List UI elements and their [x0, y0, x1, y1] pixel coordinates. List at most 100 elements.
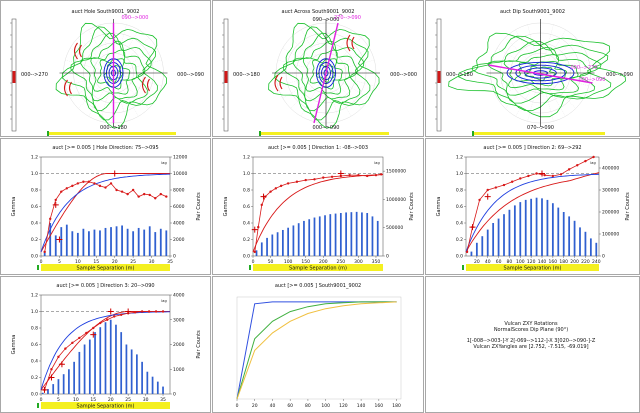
map-label-right: 000-->000: [390, 72, 417, 78]
map-label-direction: 000-->090: [579, 77, 606, 83]
structure-cross: [56, 236, 63, 243]
map-label-top: 090-->000: [313, 17, 340, 23]
plot-svg: auct Hole South9001_9002 000-->270 000-->0…: [10, 9, 204, 136]
x-tick-label: 80: [305, 403, 311, 409]
x-tick-label: 100: [516, 259, 525, 265]
variogram-panel-direction2: auct [>= 0.005 ] Direction 2: 69-->292 0.…: [425, 138, 640, 275]
y-tick-label: 0.0: [31, 254, 38, 260]
plot-svg: auct [>= 0.005 ] Direction 2: 69-->292 0.…: [436, 145, 631, 272]
experimental-point: [527, 174, 530, 178]
pair-count-bar: [313, 217, 316, 256]
y2-tick-label: 400000: [602, 166, 619, 172]
pair-count-bar: [486, 229, 489, 256]
map-panel-dip: auct Dip South9001_9002 000-->180 000-->09…: [425, 0, 640, 137]
pair-count-bar: [508, 209, 511, 256]
experimental-point: [253, 250, 256, 254]
y-axis-label: Gamma: [11, 197, 17, 217]
y2-corner-label: lag: [161, 161, 166, 165]
note-line: Vulcan ZXYangles are [2.752, -7.515, -69…: [473, 344, 589, 350]
experimental-point: [274, 187, 278, 190]
experimental-point: [295, 180, 299, 183]
plot-svg: auct [>= 0.005 ] South9001_9002 0 20 40 60 80…: [236, 283, 402, 409]
xlabel-marker: [37, 265, 39, 270]
y-axis-label: Gamma: [11, 335, 17, 355]
y-tick-label: 0.8: [31, 326, 38, 332]
distance-bar-marker: [47, 131, 49, 136]
experimental-point: [269, 190, 272, 193]
x-tick-label: 35: [167, 259, 173, 265]
experimental-point: [65, 187, 69, 190]
experimental-point: [154, 197, 157, 200]
pair-count-bar: [78, 351, 81, 394]
polar-spoke: [78, 37, 149, 109]
xlabel-marker: [249, 265, 251, 270]
experimental-point: [64, 347, 67, 350]
experimental-point: [82, 180, 85, 183]
chart-title: auct [>= 0.005 ] Hole Direction: 75-->09…: [52, 145, 158, 151]
contour-red: [141, 76, 150, 94]
pair-count-bar: [524, 199, 527, 256]
model-curve: [465, 173, 600, 253]
experimental-point: [99, 321, 102, 325]
pair-count-bar: [546, 199, 549, 256]
pair-count-bar: [73, 361, 75, 394]
pair-count-bar: [297, 223, 300, 256]
pair-count-bar: [530, 198, 533, 256]
map-label-left: 000-->270: [21, 72, 48, 78]
xlabel-marker: [37, 403, 39, 408]
pair-count-bar: [266, 237, 268, 256]
pair-count-bar: [126, 228, 129, 256]
pair-count-bar: [470, 251, 473, 256]
plot-svg: auct Across South9001_9002 000-->180 000--…: [222, 9, 417, 136]
contour-red: [73, 42, 82, 60]
experimental-point: [140, 310, 144, 313]
experimental-point: [313, 178, 316, 181]
experimental-point: [54, 198, 57, 202]
experimental-point: [260, 203, 263, 207]
pair-count-bar: [94, 332, 96, 394]
direction-line: [488, 64, 593, 84]
x-tick-label: 160: [549, 259, 558, 265]
experimental-point: [60, 190, 63, 193]
y2-tick-label: 0: [173, 254, 176, 260]
pair-count-bar: [47, 389, 49, 394]
experimental-point: [148, 193, 151, 197]
pair-count-bar: [503, 214, 505, 256]
color-scale-marker: [224, 71, 228, 83]
pair-count-bar: [584, 231, 587, 256]
experimental-point: [92, 326, 95, 330]
experimental-point: [115, 188, 118, 192]
y-tick-label: 0.0: [243, 254, 250, 260]
x-tick-label: 25: [125, 397, 131, 403]
pair-count-bar: [120, 332, 123, 394]
pair-count-bar: [76, 232, 79, 256]
pair-count-bar: [475, 242, 478, 256]
experimental-point: [109, 182, 113, 185]
experimental-point: [71, 341, 74, 345]
chart-title: auct [>= 0.005 ] South9001_9002: [275, 283, 361, 289]
pair-count-bar: [137, 227, 140, 256]
y-tick-label: 0.6: [31, 204, 38, 210]
x-tick-label: 0: [40, 259, 43, 265]
pair-count-bar: [104, 227, 107, 256]
map-label-right: 000-->090: [177, 72, 204, 78]
x-tick-label: 250: [337, 259, 346, 265]
pair-count-bar: [159, 228, 162, 256]
contour-line: [448, 32, 626, 118]
note-line: 1[-008-->003-]-Y 2[-069-->112-]-X 3[020-…: [466, 338, 596, 344]
contour-red: [63, 79, 72, 97]
y2-axis-label: Pair Counts: [409, 192, 415, 221]
pair-count-bar: [481, 236, 484, 256]
pair-count-bar: [136, 354, 138, 394]
pair-count-bar: [497, 218, 500, 256]
contour-line: [61, 26, 158, 121]
experimental-point: [147, 310, 151, 313]
distance-bar: [259, 132, 389, 135]
structure-cross: [58, 361, 65, 368]
y-tick-label: 1.2: [243, 155, 250, 161]
note-line: Vulcan ZXY Rotations: [504, 321, 558, 327]
y2-corner-label: lag: [590, 161, 595, 165]
x-tick-label: 0: [236, 403, 239, 409]
experimental-point: [113, 315, 116, 318]
